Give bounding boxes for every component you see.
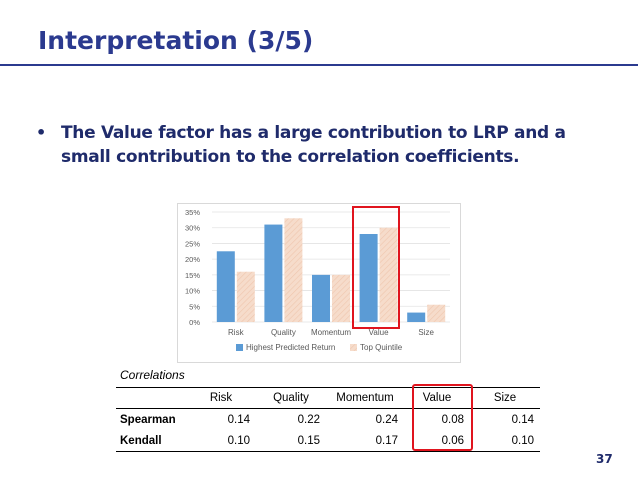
x-tick-label: Value bbox=[369, 328, 389, 337]
table-cell: 0.14 bbox=[227, 413, 250, 426]
y-tick-label: 5% bbox=[189, 302, 200, 311]
table-header-cell: Quality bbox=[256, 387, 326, 409]
correlations-table: Risk Quality Momentum Value Size Spearma… bbox=[116, 387, 540, 452]
bar-highest-predicted-return bbox=[264, 224, 283, 322]
bar-chart-svg: 0% 5% 10% 15% 20% 25% 30% 35% Risk Quality Momentu… bbox=[185, 208, 450, 352]
x-tick-label: Risk bbox=[228, 328, 245, 337]
table-row: Kendall 0.10 0.15 0.17 0.06 0.10 bbox=[116, 430, 540, 452]
x-tick-label: Momentum bbox=[311, 328, 351, 337]
bar-top-quintile bbox=[284, 218, 303, 322]
table-cell: 0.10 bbox=[186, 430, 256, 452]
row-label: Spearman bbox=[120, 413, 176, 426]
bullet-text: The Value factor has a large contributio… bbox=[61, 123, 566, 167]
table-cell: 0.10 bbox=[470, 430, 540, 452]
bar-highest-predicted-return bbox=[216, 251, 235, 322]
x-tick-label: Size bbox=[418, 328, 434, 337]
table-header-cell: Value bbox=[404, 387, 470, 409]
row-label: Kendall bbox=[116, 430, 186, 452]
bar-chart: 0% 5% 10% 15% 20% 25% 30% 35% Risk Quality Momentu… bbox=[177, 203, 461, 363]
legend-highest-predicted-return-label: Highest Predicted Return bbox=[246, 343, 335, 352]
correlations-caption: Correlations bbox=[120, 368, 185, 382]
bar-top-quintile bbox=[379, 227, 398, 322]
slide-title: Interpretation (3/5) bbox=[38, 26, 314, 55]
page-number: 37 bbox=[596, 452, 613, 466]
table-header-cell bbox=[116, 387, 186, 409]
y-tick-label: 30% bbox=[185, 224, 200, 233]
table-cell: 0.08 bbox=[441, 413, 464, 426]
table-cell: 0.17 bbox=[326, 430, 404, 452]
y-tick-label: 0% bbox=[189, 318, 200, 327]
table-header-row: Risk Quality Momentum Value Size bbox=[116, 387, 540, 409]
value-chart-highlight-box bbox=[352, 206, 400, 329]
y-tick-label: 20% bbox=[185, 255, 200, 264]
table-cell: 0.24 bbox=[375, 413, 398, 426]
table-row: Spearman 0.14 0.22 0.24 0.08 0.14 bbox=[116, 409, 540, 431]
legend-highest-predicted-return-swatch bbox=[236, 344, 243, 351]
legend-top-quintile-label: Top Quintile bbox=[360, 343, 403, 352]
x-tick-label: Quality bbox=[271, 328, 296, 337]
table-cell: 0.14 bbox=[511, 413, 534, 426]
y-tick-label: 10% bbox=[185, 287, 200, 296]
table-cell: 0.15 bbox=[256, 430, 326, 452]
table-header-cell: Momentum bbox=[326, 387, 404, 409]
table-header-cell: Risk bbox=[186, 387, 256, 409]
bullet-symbol: • bbox=[36, 123, 47, 142]
bar-top-quintile bbox=[427, 304, 446, 322]
bar-top-quintile bbox=[236, 271, 255, 322]
bar-highest-predicted-return bbox=[407, 312, 426, 322]
y-tick-label: 35% bbox=[185, 208, 200, 217]
table-cell: 0.06 bbox=[404, 430, 470, 452]
title-underline bbox=[0, 64, 638, 66]
table-cell: 0.22 bbox=[297, 413, 320, 426]
value-column-highlight-box bbox=[412, 384, 473, 451]
y-tick-label: 15% bbox=[185, 271, 200, 280]
table-header-cell: Size bbox=[470, 387, 540, 409]
legend-top-quintile-swatch bbox=[350, 344, 357, 351]
bar-highest-predicted-return bbox=[359, 234, 378, 322]
y-tick-label: 25% bbox=[185, 239, 200, 248]
bar-highest-predicted-return bbox=[312, 274, 330, 322]
bar-top-quintile bbox=[332, 274, 350, 322]
